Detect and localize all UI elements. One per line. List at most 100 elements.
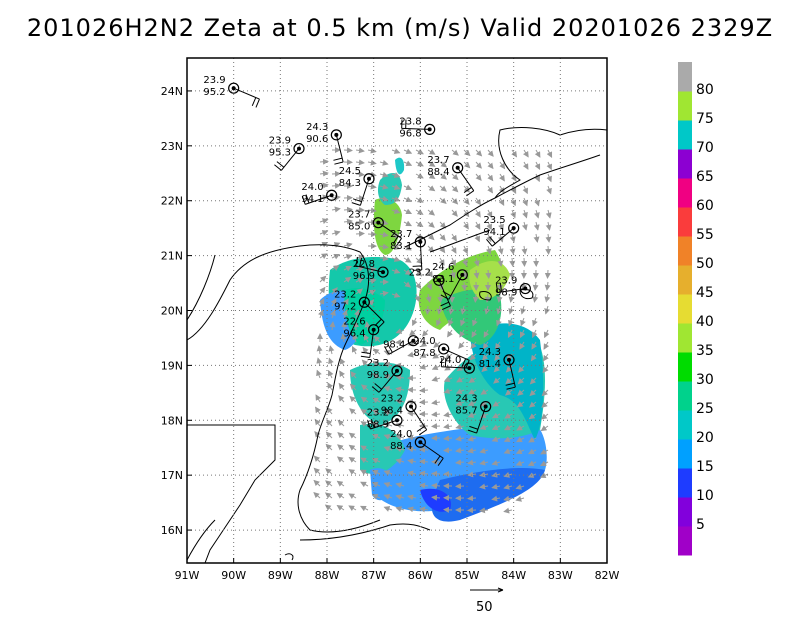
station-pressure: 87.8 — [413, 348, 435, 359]
station-temperature: 23.2 — [367, 407, 389, 418]
colorbar-swatch — [678, 265, 692, 295]
colorbar-swatch — [678, 381, 692, 411]
station-pressure: 98.9 — [367, 370, 389, 381]
lon-tick-label: 90W — [221, 569, 246, 582]
chart-title: 201026H2N2 Zeta at 0.5 km (m/s) Valid 20… — [26, 14, 774, 42]
lat-tick-label: 19N — [161, 359, 183, 372]
station-pressure: 84.3 — [339, 178, 361, 189]
colorbar-swatch — [678, 178, 692, 208]
colorbar-tick-label: 65 — [696, 169, 714, 185]
colorbar-swatch — [678, 526, 692, 556]
colorbar-swatch — [678, 294, 692, 324]
colorbar-tick-label: 55 — [696, 227, 714, 243]
colorbar-tick-label: 80 — [696, 82, 714, 98]
station-pressure: 94.1 — [483, 227, 505, 238]
colorbar-tick-label: 15 — [696, 459, 714, 475]
dropsonde-station: 23.594.1 — [483, 215, 520, 247]
colorbar-swatch — [678, 91, 692, 121]
station-pressure: 97.2 — [334, 301, 356, 312]
dropsonde-station: 23.298.9 — [367, 358, 403, 393]
lat-tick-label: 16N — [161, 524, 183, 537]
coastlines — [187, 127, 607, 563]
station-temperature: 22.8 — [353, 259, 375, 270]
lat-tick-label: 20N — [161, 305, 183, 318]
station-pressure: 85.0 — [348, 222, 370, 233]
dropsonde-station: 24.0 — [439, 355, 475, 374]
lon-tick-label: 88W — [315, 569, 340, 582]
station-pressure: 85.7 — [455, 406, 477, 417]
lat-tick-label: 23N — [161, 140, 183, 153]
dropsonde-stations: 23.995.224.390.623.995.323.896.823.788.4… — [203, 75, 531, 466]
station-pressure: 98.4 — [381, 406, 403, 417]
lon-tick-label: 85W — [455, 569, 480, 582]
dropsonde-station: 98.4 — [383, 335, 419, 355]
vector-scale — [470, 587, 504, 593]
station-temperature: 24.0 — [413, 336, 435, 347]
colorbar-swatch — [678, 468, 692, 498]
dropsonde-station: 24.390.6 — [306, 122, 344, 165]
colorbar-swatch — [678, 439, 692, 469]
latitude-labels: 16N 17N 18N 19N 20N 21N 22N 23N 24N — [161, 85, 192, 537]
colorbar-tick-label: 20 — [696, 430, 714, 446]
station-pressure: 88.9 — [367, 419, 389, 430]
dropsonde-station: 24.584.3 — [339, 166, 375, 206]
dropsonde-station: 24.381.4 — [479, 347, 516, 390]
dropsonde-station: 24.087.8 — [413, 336, 470, 369]
colorbar-swatch — [678, 149, 692, 179]
colorbar-swatch — [678, 323, 692, 353]
dropsonde-station: 23.297.2 — [334, 289, 385, 329]
graticule — [187, 58, 607, 563]
dropsonde-station: 22.696.4 — [343, 317, 380, 358]
station-pressure: 98.4 — [383, 340, 405, 351]
colorbar-tick-label: 50 — [696, 256, 714, 272]
colorbar-swatch — [678, 236, 692, 266]
station-temperature: 24.3 — [306, 122, 328, 133]
colorbar-swatch — [678, 120, 692, 150]
colorbar-swatch — [678, 352, 692, 382]
colorbar-tick-label: 35 — [696, 343, 714, 359]
lat-tick-label: 17N — [161, 469, 183, 482]
station-temperature: 23.2 — [381, 394, 403, 405]
dropsonde-station: 23.783.1 — [390, 229, 426, 271]
station-temperature: 24.3 — [479, 347, 501, 358]
lon-tick-label: 86W — [408, 569, 433, 582]
station-temperature: 23.7 — [427, 155, 449, 166]
colorbar — [678, 62, 692, 556]
station-pressure: 95.3 — [269, 148, 291, 159]
station-temperature: 23.2 — [409, 267, 431, 278]
lon-tick-label: 87W — [361, 569, 386, 582]
lon-tick-label: 84W — [501, 569, 526, 582]
longitude-labels: 91W 90W 89W 88W 87W 86W 85W 84W 83W 82W — [175, 558, 620, 582]
colorbar-tick-label: 30 — [696, 372, 714, 388]
station-pressure: 94.1 — [301, 194, 323, 205]
station-pressure: 90.6 — [306, 134, 328, 145]
dropsonde-station: 24.385.7 — [455, 394, 492, 434]
station-pressure: 83.1 — [432, 274, 454, 285]
station-pressure: 98.9 — [495, 288, 517, 299]
dropsonde-station: 23.785.0 — [348, 210, 402, 247]
dropsonde-station: 23.998.9 — [495, 276, 531, 299]
dropsonde-station: 23.995.2 — [203, 75, 260, 108]
colorbar-swatch — [678, 207, 692, 237]
station-temperature: 23.9 — [203, 75, 225, 86]
lat-tick-label: 22N — [161, 195, 183, 208]
station-pressure: 96.8 — [399, 128, 421, 139]
dropsonde-station: 23.995.3 — [269, 136, 305, 171]
colorbar-tick-label: 60 — [696, 198, 714, 214]
lat-tick-label: 18N — [161, 414, 183, 427]
lon-tick-label: 82W — [595, 569, 620, 582]
station-temperature: 23.8 — [399, 116, 421, 127]
dropsonde-station: 24.088.4 — [390, 429, 444, 466]
colorbar-tick-label: 25 — [696, 401, 714, 417]
lon-tick-label: 89W — [268, 569, 293, 582]
colorbar-tick-label: 40 — [696, 314, 714, 330]
station-pressure: 95.2 — [203, 87, 225, 98]
dropsonde-station: 23.298.4 — [381, 394, 428, 436]
station-temperature: 22.6 — [343, 317, 365, 328]
lon-tick-label: 91W — [175, 569, 200, 582]
station-temperature: 23.7 — [390, 229, 412, 240]
station-temperature: 24.6 — [432, 262, 454, 273]
dropsonde-station: 24.683.1 — [432, 262, 468, 300]
colorbar-swatch — [678, 497, 692, 527]
station-temperature: 23.7 — [348, 210, 370, 221]
